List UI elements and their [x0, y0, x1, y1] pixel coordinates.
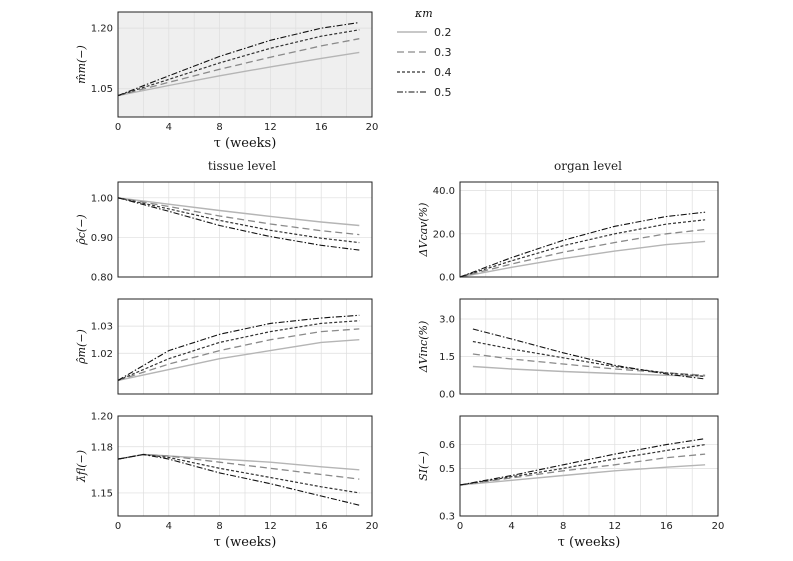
- series-line-0.4: [459, 219, 706, 278]
- x-tick-label: 0: [457, 521, 463, 532]
- x-tick-label: 4: [508, 521, 514, 532]
- y-tick-label: 1.05: [91, 84, 113, 95]
- x-axis-label: τ (weeks): [214, 535, 277, 550]
- legend-label: 0.4: [434, 66, 452, 79]
- series-line-0.5: [459, 438, 706, 486]
- series-line-0.5: [472, 328, 706, 380]
- y-tick-label: 0.0: [439, 273, 455, 284]
- series-line-0.5: [117, 314, 360, 381]
- series-line-0.2: [117, 51, 360, 97]
- panel-tissue-1: 0.80 0.90 1.00ρ̂c(−): [75, 181, 373, 284]
- series-line-0.4: [459, 444, 706, 486]
- y-tick-label: 1.20: [91, 24, 113, 35]
- panel-top: 1.05 1.20 0 4 8 12 16 20 m̂m(−) τ (weeks): [75, 11, 379, 151]
- y-tick-label: 1.02: [91, 349, 113, 360]
- panel-tissue-2: 1.02 1.03ρ̂m(−): [75, 298, 373, 395]
- x-tick-label: 12: [264, 521, 277, 532]
- plot-frame: [117, 298, 373, 395]
- x-tick-label: 8: [560, 521, 566, 532]
- x-tick-label: 16: [315, 122, 328, 133]
- y-tick-label: 1.20: [91, 412, 113, 423]
- y-axis-label: ΔVinc(%): [417, 321, 430, 374]
- y-axis-label: m̂m(−): [75, 45, 88, 84]
- legend-label: 0.2: [434, 26, 452, 39]
- x-tick-label: 16: [315, 521, 328, 532]
- series-line-0.3: [459, 453, 706, 486]
- series-line-0.3: [117, 38, 360, 97]
- plot-frame: [459, 181, 719, 278]
- x-tick-label: 12: [264, 122, 277, 133]
- y-tick-label: 1.15: [91, 488, 113, 499]
- legend-title: κm: [414, 7, 433, 20]
- series-line-0.2: [117, 339, 360, 382]
- y-tick-label: 3.0: [439, 315, 455, 326]
- section-title-tissue: tissue level: [208, 159, 276, 173]
- x-tick-label: 0: [115, 122, 121, 133]
- series-line-0.2: [117, 197, 360, 227]
- legend-label: 0.5: [434, 86, 452, 99]
- legend-label: 0.3: [434, 46, 452, 59]
- y-axis-label: ρ̂c(−): [75, 214, 88, 245]
- series-line-0.4: [117, 320, 360, 381]
- x-tick-label: 8: [216, 521, 222, 532]
- y-tick-label: 0.6: [439, 440, 455, 451]
- y-axis-label: λ̄fl(−): [75, 450, 88, 483]
- y-tick-label: 20.0: [433, 229, 455, 240]
- series-line-0.5: [117, 453, 360, 506]
- plot-frame: [117, 415, 373, 517]
- x-tick-label: 4: [166, 521, 172, 532]
- series-line-0.2: [459, 464, 706, 486]
- x-tick-label: 8: [216, 122, 222, 133]
- series-line-0.3: [459, 228, 706, 278]
- panel-organ-2: 0.0 1.5 3.0 ΔVinc(%): [417, 298, 719, 401]
- series-line-0.2: [459, 240, 706, 278]
- y-tick-label: 0.0: [439, 390, 455, 401]
- y-tick-label: 1.5: [439, 352, 455, 363]
- legend-items: 0.2 0.3 0.4 0.5: [397, 26, 452, 99]
- x-axis-label: τ (weeks): [558, 535, 621, 550]
- x-tick-label: 20: [366, 521, 379, 532]
- panels-layer: 1.05 1.20 0 4 8 12 16 20 m̂m(−) τ (weeks) 0.80 0.90…: [75, 11, 725, 551]
- panel-organ-3: 0.3 0.5 0.6 0 4 8 12 16 20 SI(−) τ (weeks): [417, 415, 725, 550]
- x-tick-label: 4: [166, 122, 172, 133]
- y-tick-label: 0.3: [439, 512, 455, 523]
- y-tick-label: 1.03: [91, 322, 113, 333]
- y-tick-label: 0.5: [439, 464, 455, 475]
- y-tick-label: 40.0: [433, 186, 455, 197]
- x-tick-label: 20: [712, 521, 725, 532]
- y-tick-label: 0.80: [91, 273, 113, 284]
- plot-frame: [117, 181, 373, 278]
- y-axis-label: ΔVcav(%): [417, 203, 430, 258]
- plot-frame: [459, 415, 719, 517]
- legend: κm 0.2 0.3 0.4 0.5: [397, 7, 452, 99]
- series-line-0.5: [117, 21, 360, 97]
- plot-frame: [117, 11, 373, 118]
- series-line-0.4: [472, 340, 706, 378]
- series-line-0.5: [117, 197, 360, 251]
- series-line-0.3: [117, 197, 360, 236]
- panel-tissue-3: 1.15 1.18 1.20 0 4 8 12 16 20 λ̄fl(−) τ (weeks): [75, 412, 378, 551]
- y-tick-label: 1.18: [91, 442, 113, 453]
- x-tick-label: 20: [366, 122, 379, 133]
- y-tick-label: 1.00: [91, 193, 113, 204]
- plot-frame: [459, 298, 719, 395]
- x-tick-label: 16: [660, 521, 673, 532]
- y-axis-label: ρ̂m(−): [75, 329, 88, 365]
- x-tick-label: 0: [115, 521, 121, 532]
- series-line-0.3: [117, 328, 360, 382]
- x-axis-label: τ (weeks): [214, 136, 277, 151]
- y-tick-label: 0.90: [91, 233, 113, 244]
- x-tick-label: 12: [608, 521, 621, 532]
- series-line-0.2: [472, 365, 706, 377]
- series-line-0.5: [459, 211, 706, 278]
- y-axis-label: SI(−): [417, 451, 430, 481]
- section-title-organ: organ level: [554, 159, 622, 173]
